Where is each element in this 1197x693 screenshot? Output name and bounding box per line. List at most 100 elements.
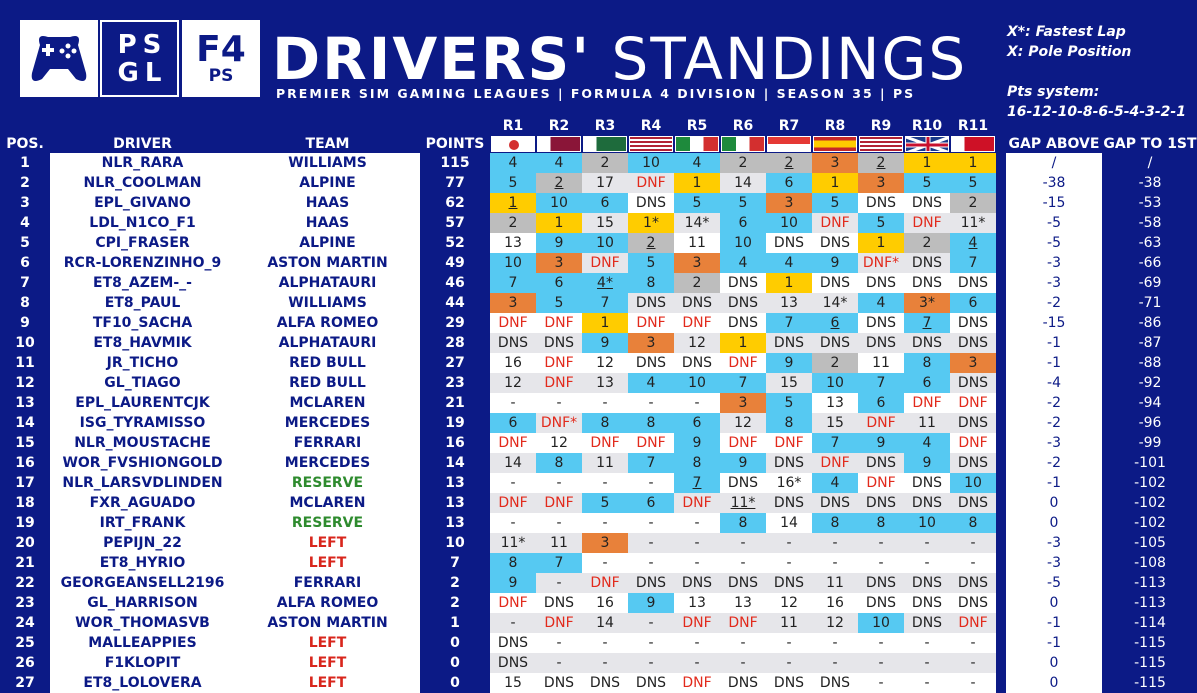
result-cell: 5 xyxy=(720,193,766,213)
driver-row: ISG_TYRAMISSO MERCEDES xyxy=(50,413,420,433)
team-name: MCLAREN xyxy=(289,395,366,411)
driver-row: NLR_LARSVDLINDEN RESERVE xyxy=(50,473,420,493)
result-cell: - xyxy=(858,653,904,673)
driver-row: EPL_GIVANO HAAS xyxy=(50,193,420,213)
result-cell: 12 xyxy=(596,355,614,371)
result-cell: 14 xyxy=(720,173,766,193)
result-cell: 7 xyxy=(628,453,674,473)
result-cell: - xyxy=(970,635,976,651)
result-row: 7 6 4* 8 2 DNS 1 DNS DNS DNS DNS xyxy=(490,273,996,293)
gap-above-cell: -1 xyxy=(1047,355,1061,371)
result-cell: 11* xyxy=(720,493,766,513)
result-cell: - xyxy=(924,635,930,651)
result-cell: DNS xyxy=(865,195,897,211)
result-cell: 10 xyxy=(536,193,582,213)
result-cell: 15 xyxy=(504,675,522,691)
result-cell: DNF xyxy=(628,173,674,193)
psgl-logo: PS GL xyxy=(100,20,179,97)
points-cell: 52 xyxy=(445,235,465,251)
gap-above-cell: -2 xyxy=(1047,395,1061,411)
gap-first-cell: -101 xyxy=(1134,455,1166,471)
result-cell: DNF xyxy=(950,613,996,633)
result-cell: 4 xyxy=(766,253,812,273)
result-row: 16 DNF 12 DNS DNS DNF 9 2 11 8 3 xyxy=(490,353,996,373)
result-cell: DNF xyxy=(774,435,804,451)
gap-above-cell: -2 xyxy=(1047,415,1061,431)
driver-name: FXR_AGUADO xyxy=(89,495,196,511)
result-cell: 8 xyxy=(812,513,858,533)
result-cell: 2 xyxy=(674,273,720,293)
result-cell: DNS xyxy=(950,333,996,353)
result-cell: DNS xyxy=(766,573,812,593)
result-cell: 8 xyxy=(582,413,628,433)
results-grid: 4 4 2 10 4 2 2 3 2 1 1 5 2 17 DNF 1 14 6 1 3 5 5 1 10 6 DNS 5 5 3 5 DN… xyxy=(490,153,996,693)
result-cell: 9 xyxy=(674,433,720,453)
points-cell: 23 xyxy=(445,375,465,391)
result-cell: - xyxy=(740,635,746,651)
result-cell: DNS xyxy=(865,275,897,291)
result-cell: 3 xyxy=(812,153,858,173)
race-header-7: R7 xyxy=(778,118,800,134)
result-cell: 8 xyxy=(674,453,720,473)
result-row: 4 4 2 10 4 2 2 3 2 1 1 xyxy=(490,153,996,173)
title-bold: DRIVERS' xyxy=(272,25,592,93)
points-cell: 62 xyxy=(445,195,465,211)
race-header-3: R3 xyxy=(594,118,616,134)
team-name: LEFT xyxy=(308,655,347,671)
race-flag-2-icon xyxy=(537,136,581,152)
result-cell: 11 xyxy=(812,573,858,593)
gap-above-cell: -1 xyxy=(1047,335,1061,351)
result-cell: DNF xyxy=(720,613,766,633)
gap-above-cell: -5 xyxy=(1047,575,1061,591)
result-cell: DNF xyxy=(544,355,574,371)
result-cell: - xyxy=(832,635,838,651)
points-cell: 1 xyxy=(450,615,460,631)
result-cell: 5 xyxy=(628,253,674,273)
gap-above-cell: 0 xyxy=(1049,655,1059,671)
team-name: RED BULL xyxy=(289,355,366,371)
result-cell: DNS xyxy=(957,315,989,331)
result-cell: DNF xyxy=(498,315,528,331)
result-cell: - xyxy=(556,475,562,491)
result-cell: 3 xyxy=(720,393,766,413)
driver-row: NLR_MOUSTACHE FERRARI xyxy=(50,433,420,453)
result-cell: 1 xyxy=(950,153,996,173)
result-cell: 13 xyxy=(826,395,844,411)
result-cell: 3* xyxy=(904,293,950,313)
result-cell: DNS xyxy=(858,333,904,353)
result-cell: - xyxy=(950,533,996,553)
team-name: ASTON MARTIN xyxy=(267,615,388,631)
result-cell: DNS xyxy=(819,275,851,291)
gap-above-cell: -5 xyxy=(1047,235,1061,251)
points-cell: 27 xyxy=(445,355,465,371)
points-cell: 2 xyxy=(450,575,460,591)
result-cell: 2 xyxy=(628,233,674,253)
result-cell: DNF xyxy=(674,493,720,513)
gap-above-cell: -38 xyxy=(1042,175,1066,191)
team-name: ASTON MARTIN xyxy=(267,255,388,271)
pos-cell: 15 xyxy=(15,435,35,451)
result-cell: DNS xyxy=(727,315,759,331)
gap-first-cell: -71 xyxy=(1138,295,1162,311)
result-cell: DNF xyxy=(728,355,758,371)
result-row: DNS - - - - - - - - - - xyxy=(490,633,996,653)
pos-cell: 13 xyxy=(15,395,35,411)
header-gap-above: GAP ABOVE xyxy=(1008,136,1100,152)
gap-first-cell: -69 xyxy=(1138,275,1162,291)
result-cell: - xyxy=(970,555,976,571)
result-cell: DNF xyxy=(866,475,896,491)
result-cell: DNS xyxy=(766,333,812,353)
result-cell: DNF xyxy=(490,493,536,513)
result-cell: 16* xyxy=(776,475,802,491)
result-cell: 1 xyxy=(582,313,628,333)
result-cell: 6 xyxy=(582,193,628,213)
result-cell: 2 xyxy=(766,153,812,173)
team-name: MERCEDES xyxy=(284,415,371,431)
result-cell: 15 xyxy=(812,413,858,433)
result-cell: - xyxy=(720,653,766,673)
result-cell: 2 xyxy=(490,213,536,233)
driver-row: GEORGEANSELL2196 FERRARI xyxy=(50,573,420,593)
result-row: 1 10 6 DNS 5 5 3 5 DNS DNS 2 xyxy=(490,193,996,213)
driver-name: MALLEAPPIES xyxy=(88,635,197,651)
result-cell: 8 xyxy=(536,453,582,473)
